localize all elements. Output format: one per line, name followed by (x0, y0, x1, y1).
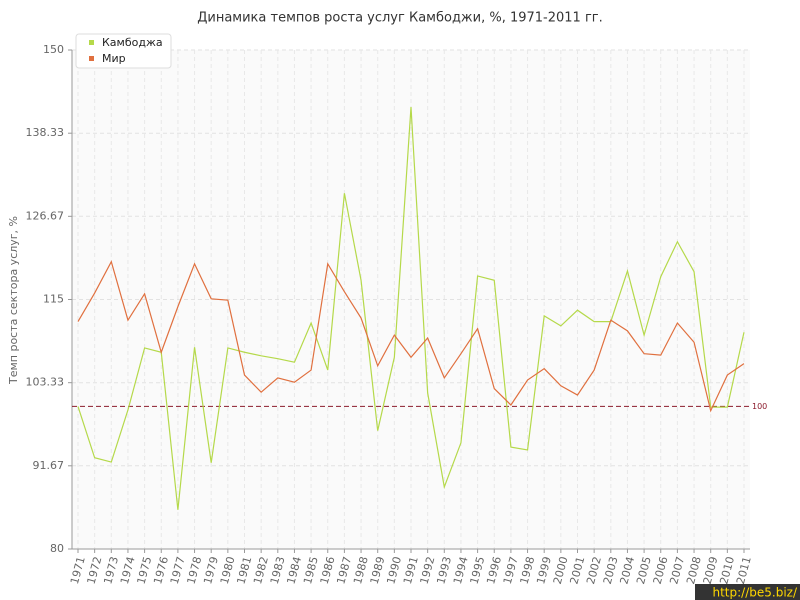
legend-label: Камбоджа (102, 36, 163, 49)
legend-label: Мир (102, 52, 126, 65)
y-tick-label: 138.33 (26, 126, 65, 139)
y-tick-label: 103.33 (26, 376, 65, 389)
series-line (77, 106, 745, 510)
y-tick-label: 126.67 (26, 209, 65, 222)
watermark: http://be5.biz/ (712, 586, 797, 600)
legend-box (75, 33, 172, 69)
chart-title: Динамика темпов роста услуг Камбоджи, %,… (197, 11, 603, 26)
series-line (77, 260, 745, 413)
y-tick-label: 115 (43, 293, 64, 306)
y-tick-label: 91.67 (33, 459, 65, 472)
x-tick-label: 2011 (734, 555, 754, 585)
legend-swatch (89, 40, 94, 45)
y-axis-label: Темп роста сектора услуг, % (7, 216, 20, 385)
watermark-bg (695, 584, 800, 600)
reference-label: 100 (752, 402, 767, 411)
y-tick-label: 150 (43, 43, 64, 56)
legend-swatch (89, 56, 94, 61)
y-tick-label: 80 (50, 542, 64, 555)
